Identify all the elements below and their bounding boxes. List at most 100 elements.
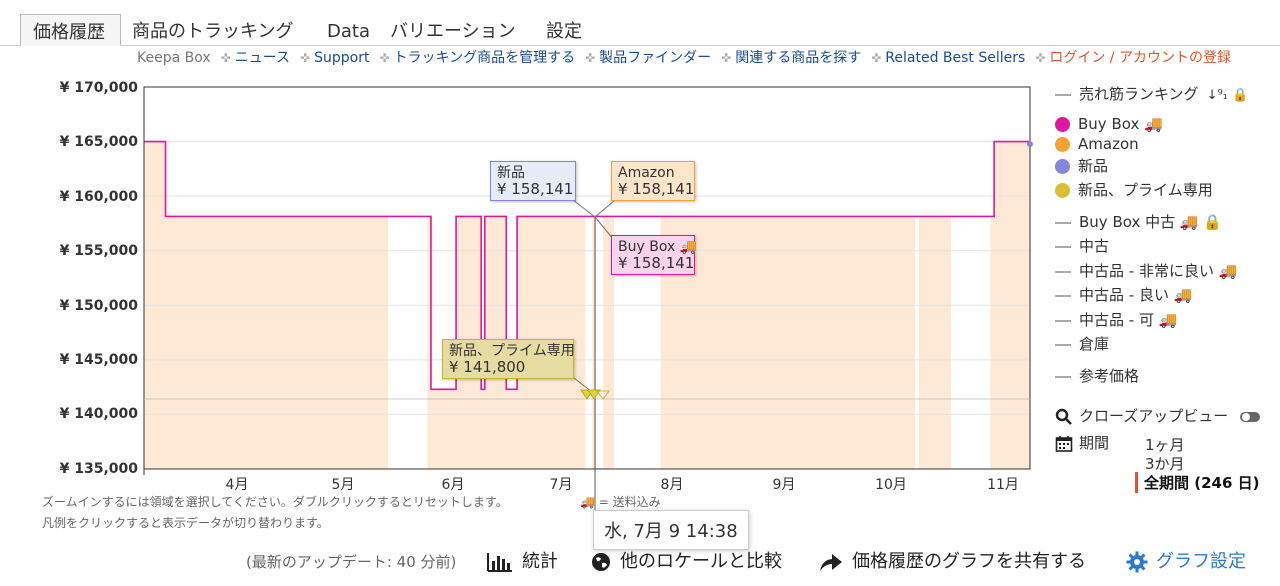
data-gap bbox=[613, 87, 661, 469]
graph-settings-button[interactable]: グラフ設定 bbox=[1126, 548, 1246, 576]
legend-sales-rank[interactable]: 売れ筋ランキング ↓⁹₁ 🔒 bbox=[1055, 84, 1248, 104]
legend-hint: 凡例をクリックすると表示データが切り替わります。 bbox=[42, 516, 329, 530]
legend-label: 新品、プライム専用 bbox=[1078, 181, 1213, 199]
related-products-link[interactable]: 関連する商品を探す bbox=[735, 50, 862, 66]
legend-label: 売れ筋ランキング bbox=[1079, 85, 1199, 103]
data-gap bbox=[595, 87, 604, 469]
x-tick-label: 7月 bbox=[549, 477, 573, 493]
legend-label: 中古品 - 可 🚚 bbox=[1079, 311, 1178, 329]
tooltip-name: Buy Box 🚚 bbox=[618, 239, 698, 255]
tooltip-value: ¥ 158,141 bbox=[497, 180, 574, 198]
tooltip-pointer bbox=[594, 200, 615, 218]
prime-markers bbox=[580, 389, 610, 400]
globe-icon bbox=[592, 553, 610, 571]
new-prime-dot-icon bbox=[1055, 183, 1070, 198]
related-best-sellers-link[interactable]: Related Best Sellers bbox=[885, 50, 1026, 66]
support-link[interactable]: Support bbox=[314, 50, 370, 66]
tab-product-tracking[interactable]: 商品のトラッキング bbox=[132, 21, 294, 42]
login-link[interactable]: ログイン / アカウントの登録 bbox=[1049, 50, 1231, 66]
plot-frame bbox=[143, 86, 1031, 470]
legend-used[interactable]: 中古 bbox=[1055, 236, 1109, 256]
data-gap bbox=[951, 87, 991, 469]
bar-chart-icon bbox=[487, 553, 512, 572]
tab-price-history[interactable]: 価格履歴 bbox=[20, 14, 121, 46]
period-text: 期間 bbox=[1079, 434, 1110, 452]
legend-used-very-good[interactable]: 中古品 - 非常に良い 🚚 bbox=[1055, 261, 1237, 281]
separator-icon: ✜ bbox=[220, 51, 231, 65]
buy-box-series bbox=[144, 140, 1030, 391]
legend-label: 新品 bbox=[1078, 157, 1109, 175]
buy-box-tooltip: Buy Box 🚚 ¥ 158,141 bbox=[611, 235, 698, 275]
range-3-months[interactable]: 3か月 bbox=[1145, 455, 1185, 473]
x-tick-label: 11月 bbox=[987, 477, 1019, 493]
separator-icon: ✜ bbox=[379, 51, 390, 65]
buy-box-dot-icon bbox=[1055, 117, 1070, 132]
buy-box-line bbox=[144, 140, 1030, 391]
tooltip-name: 新品、プライム専用 bbox=[449, 343, 575, 359]
legend-buy-box[interactable]: Buy Box 🚚 bbox=[1055, 114, 1163, 134]
shipping-note: 🚚 = 送料込み bbox=[580, 495, 661, 509]
legend-used-acceptable[interactable]: 中古品 - 可 🚚 bbox=[1055, 310, 1177, 330]
compare-locales-button[interactable]: 他のロケールと比較 bbox=[590, 548, 782, 576]
legend-label: 中古 bbox=[1079, 237, 1110, 255]
legend-warehouse[interactable]: 倉庫 bbox=[1055, 334, 1109, 354]
separator-icon: ✜ bbox=[1035, 51, 1046, 65]
separator-icon: ✜ bbox=[871, 51, 882, 65]
tab-data[interactable]: Data bbox=[327, 21, 370, 42]
legend-label: Buy Box 中古 🚚 🔒 bbox=[1079, 213, 1222, 231]
tab-divider bbox=[0, 45, 1280, 46]
range-1-month[interactable]: 1ヶ月 bbox=[1145, 436, 1185, 454]
data-gap bbox=[387, 87, 428, 469]
legend-list-price[interactable]: 参考価格 bbox=[1055, 366, 1139, 386]
legend-label: Buy Box 🚚 bbox=[1078, 115, 1163, 133]
dash-icon bbox=[1055, 221, 1071, 224]
legend-used-good[interactable]: 中古品 - 良い 🚚 bbox=[1055, 285, 1192, 305]
statistics-button[interactable]: 統計 bbox=[486, 548, 558, 576]
last-update-text: (最新のアップデート: 40 分前) bbox=[246, 553, 457, 571]
legend-label: 倉庫 bbox=[1079, 335, 1110, 353]
dash-icon bbox=[1055, 319, 1071, 322]
legend-label: Amazon bbox=[1078, 135, 1139, 153]
tooltip-pointer bbox=[594, 216, 615, 241]
legend-amazon[interactable]: Amazon bbox=[1055, 134, 1139, 154]
tooltip-name: 新品 bbox=[497, 165, 525, 181]
data-gap bbox=[915, 87, 919, 469]
range-all-time[interactable]: 全期間 (246 日) bbox=[1135, 472, 1259, 493]
calendar-icon bbox=[1055, 435, 1073, 452]
statistics-label: 統計 bbox=[522, 551, 558, 572]
tooltip-value: ¥ 158,141 bbox=[618, 180, 695, 198]
legend-label: 中古品 - 非常に良い 🚚 bbox=[1079, 262, 1238, 280]
closeup-toggle[interactable]: クローズアップビュー bbox=[1055, 406, 1261, 426]
manage-tracking-link[interactable]: トラッキング商品を管理する bbox=[393, 50, 576, 66]
zoom-hint: ズームインするには領域を選択してください。ダブルクリックするとリセットします。 bbox=[42, 495, 508, 509]
gear-icon bbox=[1126, 551, 1148, 573]
tooltip-value: ¥ 158,141 bbox=[618, 254, 695, 272]
product-finder-link[interactable]: 製品ファインダー bbox=[599, 50, 712, 66]
share-graph-button[interactable]: 価格履歴のグラフを共有する bbox=[818, 548, 1086, 576]
amazon-dot-icon bbox=[1055, 137, 1070, 152]
closeup-label: クローズアップビュー bbox=[1079, 407, 1229, 425]
keepa-box-link[interactable]: Keepa Box bbox=[137, 50, 211, 66]
y-tick-label: ¥ 140,000 bbox=[59, 406, 138, 422]
legend-new-prime[interactable]: 新品、プライム専用 bbox=[1055, 180, 1213, 200]
x-tick-label: 9月 bbox=[772, 477, 796, 493]
new-tooltip: 新品 ¥ 158,141 bbox=[490, 161, 576, 201]
dash-icon bbox=[1055, 375, 1071, 378]
sort-lock-icon: ↓⁹₁ 🔒 bbox=[1206, 88, 1249, 103]
dash-icon bbox=[1055, 93, 1071, 96]
x-tick-label: 10月 bbox=[875, 477, 907, 493]
separator-icon: ✜ bbox=[721, 51, 732, 65]
legend-buy-box-used[interactable]: Buy Box 中古 🚚 🔒 bbox=[1055, 212, 1222, 232]
tab-variations[interactable]: バリエーション bbox=[390, 21, 516, 42]
dash-icon bbox=[1055, 343, 1071, 346]
news-link[interactable]: ニュース bbox=[234, 50, 291, 66]
x-tick-label: 4月 bbox=[225, 477, 249, 493]
y-tick-label: ¥ 135,000 bbox=[59, 461, 138, 477]
dash-icon bbox=[1055, 245, 1071, 248]
legend-new[interactable]: 新品 bbox=[1055, 156, 1108, 176]
legend-label: 参考価格 bbox=[1079, 367, 1140, 385]
tab-settings[interactable]: 設定 bbox=[546, 21, 582, 42]
share-label: 価格履歴のグラフを共有する bbox=[852, 551, 1086, 572]
separator-icon: ✜ bbox=[585, 51, 596, 65]
